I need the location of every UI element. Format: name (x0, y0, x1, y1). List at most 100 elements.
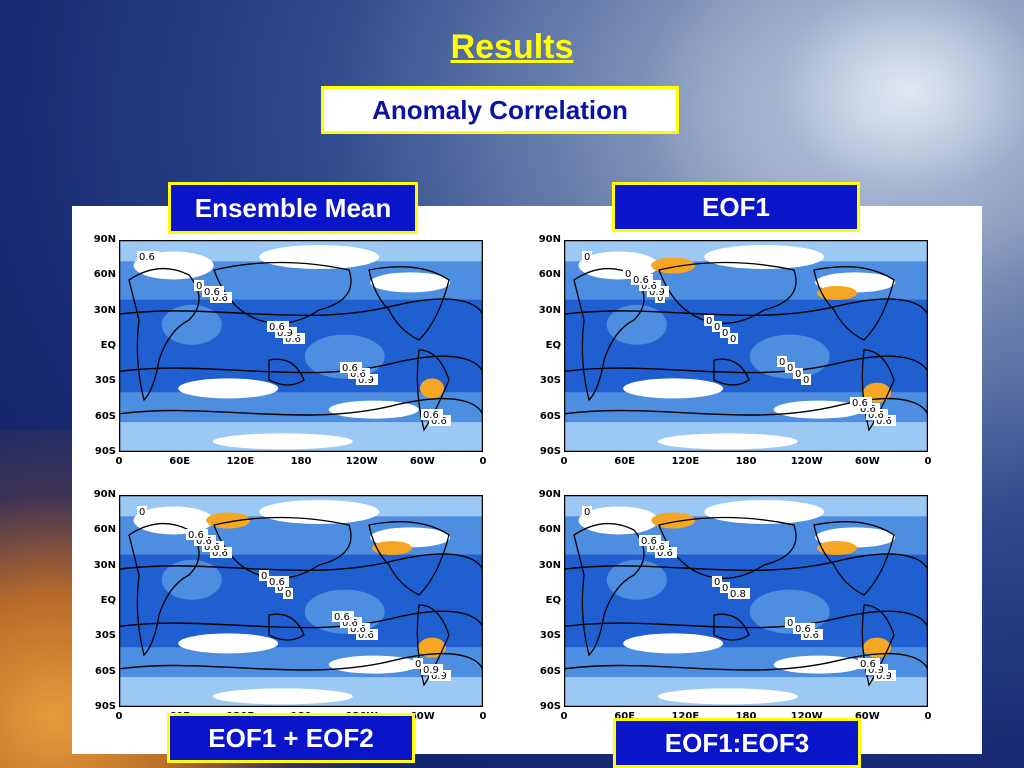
correlation-patch (420, 378, 445, 399)
coastline (368, 521, 450, 596)
subtitle-box: Anomaly Correlation (321, 86, 679, 134)
coastline (813, 521, 895, 596)
label-eof1-text: EOF1 (702, 191, 770, 222)
contour-label-bg (728, 333, 738, 344)
coastline (268, 613, 305, 641)
correlation-patch (206, 512, 251, 529)
correlation-patch (623, 378, 724, 399)
contour-label: 0 (277, 583, 283, 594)
correlation-patch (606, 304, 667, 345)
contour-label-bg (210, 547, 232, 558)
correlation-patch (304, 334, 385, 379)
contour-label: 0 (722, 583, 728, 594)
contour-label-bg (712, 576, 722, 587)
contour-label: 0.6 (657, 548, 673, 559)
lon-tick-label: 180 (735, 456, 757, 467)
contour-label-bg (259, 570, 269, 581)
contour-label: 0.9 (358, 375, 374, 386)
contour-label: 0 (415, 659, 421, 670)
contour-label-bg (429, 670, 451, 681)
contour-label: 0 (196, 281, 202, 292)
contour-label-bg (275, 327, 297, 338)
contour-label: 0 (625, 269, 631, 280)
map-panel-1: 0.6 0.6 0.6 0.9 0.6 0.6 0.9 0.6 0.6 0 0.6 0.6 (119, 240, 483, 452)
correlation-patch (657, 688, 798, 705)
contour-label: 0 (714, 322, 720, 333)
contour-label: 0.6 (334, 612, 350, 623)
contour-label-bg (332, 611, 354, 622)
label-ensemble-mean: Ensemble Mean (168, 182, 418, 234)
contour-label: 0.6 (196, 536, 212, 547)
lat-tick-label: EQ (545, 340, 561, 351)
contour-label: 0.6 (204, 287, 220, 298)
correlation-patch (178, 378, 279, 399)
lon-tick-label: 120E (671, 711, 700, 722)
lat-tick-label: 60S (94, 410, 116, 422)
lat-tick-label: 30S (94, 375, 116, 387)
contour-label-bg (275, 582, 285, 593)
contour-label-bg (647, 286, 669, 297)
contour-label: 0.6 (212, 293, 228, 304)
contour-label-bg (655, 547, 677, 558)
map-panel-2: 0 0 0 0 0.6 0.9 0 0 0.6 0.6 0 0 0.6 0.6 0 0 0.6 0 (564, 240, 928, 452)
contour-line (564, 553, 928, 572)
lon-tick-label: 0 (115, 456, 123, 467)
lat-tick-label: EQ (545, 595, 561, 606)
lat-tick-label: 90N (538, 234, 561, 245)
contour-label-bg (785, 362, 795, 373)
label-eof1-eof2: EOF1 + EOF2 (167, 713, 415, 763)
contour-label-bg (874, 670, 896, 681)
contour-label-bg (429, 415, 451, 426)
coastline (128, 267, 200, 402)
lat-tick-label: 30S (539, 630, 561, 642)
contour-label-bg (194, 535, 216, 546)
contour-label-bg (348, 368, 370, 379)
contour-label-bg (421, 664, 443, 675)
lon-tick-label: 120W (790, 456, 823, 467)
contour-label-bg (720, 582, 730, 593)
lat-tick-label: 30S (94, 630, 116, 642)
contour-label: 0.6 (269, 577, 285, 588)
contour-label-bg (793, 623, 815, 634)
contour-label: 0.6 (795, 624, 811, 635)
map-panel-3: 0 0.6 0 0.6 0.9 0.6 0 0.6 0.9 0.6 0.6 0.6 0 0.6 0 0.6 (119, 495, 483, 707)
contour-label: 0.6 (641, 281, 657, 292)
contour-label: 0.6 (431, 416, 447, 427)
coastline (368, 266, 450, 341)
contour-label-bg (639, 280, 661, 291)
contour-label: 0.6 (285, 334, 301, 345)
contour-label-bg (850, 397, 872, 408)
contour-label: 0 (584, 252, 590, 263)
contour-label: 0 (730, 334, 736, 345)
correlation-patch (178, 633, 279, 654)
contour-label-bg (137, 251, 159, 262)
contour-label-bg (340, 362, 362, 373)
contour-label: 0.6 (876, 416, 892, 427)
anomaly-map: 0.60.60.60.90.60.60.90.60.600.60.6 (119, 240, 483, 452)
lat-tick-label: 60N (93, 269, 116, 281)
contour-label-bg (356, 629, 378, 640)
contour-label: 0.6 (852, 398, 868, 409)
lat-tick-label: 30N (538, 304, 561, 316)
correlation-patch (749, 589, 830, 634)
contour-label-bg (283, 588, 293, 599)
lat-tick-label: 90N (93, 489, 116, 500)
contour-label-bg (202, 541, 224, 552)
contour-label: 0.6 (212, 548, 228, 559)
lon-tick-label: 180 (290, 456, 312, 467)
contour-label-bg (356, 374, 378, 385)
map-frame (564, 240, 928, 452)
lat-tick-label: 90N (538, 489, 561, 500)
lon-tick-label: 0 (924, 711, 932, 722)
contour-label: 0.6 (649, 542, 665, 553)
correlation-patch (212, 433, 353, 450)
contour-label: 0 (584, 507, 590, 518)
lat-tick-label: 30N (538, 559, 561, 571)
lat-tick-label: 60N (538, 269, 561, 281)
coastline (713, 358, 750, 386)
contour-label: 0.9 (876, 671, 892, 682)
contour-label: 0.6 (350, 369, 366, 380)
lat-tick-label: 90S (94, 446, 116, 457)
lat-tick-label: 60S (539, 410, 561, 422)
contour-label: 0.9 (649, 287, 665, 298)
